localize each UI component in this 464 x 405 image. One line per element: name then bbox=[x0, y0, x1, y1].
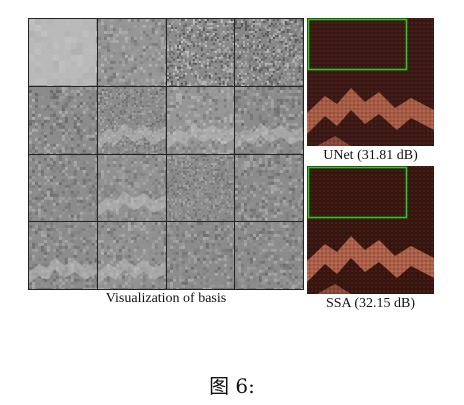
basis-cell bbox=[97, 86, 166, 154]
basis-cell bbox=[29, 154, 97, 222]
ssa-highlight-box bbox=[307, 166, 408, 219]
unet-result-caption: UNet (31.81 dB) bbox=[323, 148, 418, 163]
basis-cell bbox=[97, 222, 166, 289]
basis-cell bbox=[166, 86, 235, 154]
unet-highlight-box bbox=[307, 18, 408, 71]
ssa-result-image bbox=[307, 166, 434, 294]
basis-cell bbox=[97, 154, 166, 222]
figure-label: 图 6: bbox=[209, 374, 255, 398]
basis-cell bbox=[166, 222, 235, 289]
ssa-result-panel: SSA (32.15 dB) bbox=[307, 166, 434, 313]
basis-cell bbox=[166, 154, 235, 222]
unet-result-image bbox=[307, 18, 434, 146]
basis-cell bbox=[97, 19, 166, 86]
basis-cell bbox=[29, 19, 97, 86]
basis-cell bbox=[235, 154, 303, 222]
basis-grid bbox=[28, 18, 304, 290]
basis-cell bbox=[235, 86, 303, 154]
basis-cell bbox=[29, 222, 97, 289]
basis-caption: Visualization of basis bbox=[105, 291, 227, 306]
basis-cell bbox=[235, 222, 303, 289]
basis-cell bbox=[166, 19, 235, 86]
basis-cell bbox=[235, 19, 303, 86]
basis-cell bbox=[29, 86, 97, 154]
unet-result-panel: UNet (31.81 dB) bbox=[307, 18, 434, 165]
ssa-result-caption: SSA (32.15 dB) bbox=[325, 296, 416, 311]
